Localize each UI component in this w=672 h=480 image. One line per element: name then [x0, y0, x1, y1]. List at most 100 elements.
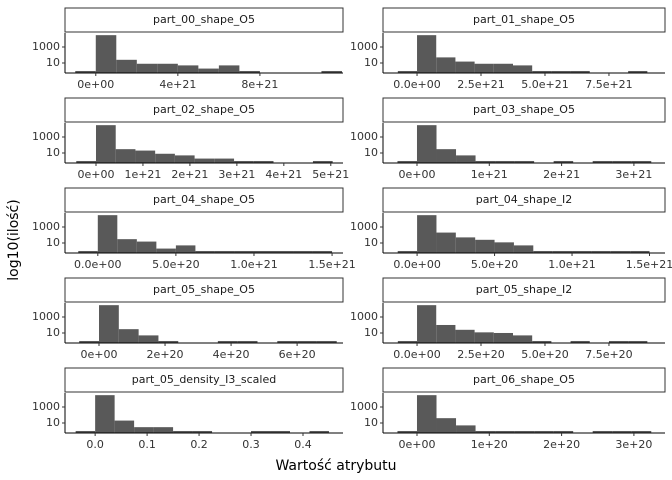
bar [475, 239, 495, 253]
x-tick-label: 0e+00 [398, 438, 435, 451]
bar [138, 335, 159, 343]
bar [95, 395, 115, 433]
bar [177, 65, 199, 73]
x-tick-label: 0.2 [190, 438, 208, 451]
bar [628, 70, 648, 73]
bar [570, 70, 590, 73]
bar [532, 70, 552, 73]
bar [316, 340, 337, 343]
bar [135, 150, 156, 163]
x-tick-label: 2.5e+20 [457, 348, 504, 361]
y-tick-label: 1000 [32, 40, 60, 53]
bar [195, 250, 215, 253]
y-tick-label: 10 [364, 416, 378, 429]
x-tick-label: 0.4 [294, 438, 312, 451]
bar [156, 248, 176, 253]
x-tick-label: 5.0e+20 [521, 348, 568, 361]
x-tick-label: 4e+20 [213, 348, 250, 361]
bar [397, 70, 418, 73]
y-tick-label: 1000 [32, 400, 60, 413]
bar [631, 430, 652, 433]
bar [297, 340, 317, 343]
bar [551, 70, 571, 73]
facet-title: part_04_shape_I2 [476, 193, 573, 206]
y-tick-label: 1000 [350, 400, 378, 413]
bar [493, 332, 513, 343]
bar [592, 430, 613, 433]
x-tick-label: 1e+21 [124, 168, 161, 181]
bar [293, 250, 313, 253]
bar [456, 425, 476, 433]
x-tick-label: 1e+21 [471, 168, 508, 181]
bar [153, 427, 174, 433]
facet-title: part_05_density_I3_scaled [132, 373, 276, 386]
x-tick-label: 0.3 [242, 438, 260, 451]
facet-strip [64, 7, 344, 33]
facet-title: part_05_shape_I2 [476, 283, 573, 296]
bar [115, 149, 136, 163]
bar [494, 242, 514, 253]
bar [610, 250, 631, 253]
y-tick-label: 1000 [350, 310, 378, 323]
x-tick-label: 2e+20 [543, 438, 580, 451]
bar [95, 35, 117, 73]
bar [155, 153, 175, 163]
bar [475, 160, 496, 163]
bar [234, 160, 254, 163]
bar [532, 340, 552, 343]
x-tick-label: 1e+20 [471, 438, 508, 451]
facet-title: part_03_shape_O5 [473, 103, 575, 116]
y-tick-label: 10 [364, 56, 378, 69]
x-tick-label: 0.0e+00 [393, 258, 440, 271]
y-tick-label: 10 [364, 326, 378, 339]
x-tick-label: 1.5e+21 [308, 258, 355, 271]
bar [136, 63, 158, 73]
bar [608, 340, 629, 343]
x-tick-label: 5.0e+20 [471, 258, 518, 271]
bar [572, 250, 592, 253]
bar [456, 155, 476, 163]
bar [417, 215, 437, 253]
bar [99, 305, 119, 343]
x-tick-label: 2e+21 [171, 168, 208, 181]
facet-title: part_00_shape_O5 [153, 13, 255, 26]
bar [417, 35, 437, 73]
facet-strip [382, 367, 666, 393]
bar [397, 430, 417, 433]
bar [495, 160, 515, 163]
facet-strip [382, 7, 666, 33]
x-tick-label: 2.5e+21 [457, 78, 504, 91]
bar [76, 160, 96, 163]
x-tick-label: 8e+21 [241, 78, 278, 91]
facet-title: part_02_shape_O5 [153, 103, 255, 116]
bar [277, 340, 298, 343]
bar [116, 59, 137, 73]
y-tick-label: 1000 [32, 310, 60, 323]
bar [436, 232, 456, 253]
y-tick-label: 10 [46, 326, 60, 339]
bar [495, 430, 515, 433]
bar [436, 418, 457, 433]
bar [436, 324, 456, 343]
bar [570, 340, 590, 343]
facet-title: part_05_shape_O5 [153, 283, 255, 296]
bar [253, 160, 274, 163]
bar [158, 340, 179, 343]
bar [175, 245, 196, 253]
y-axis-title: log10(ilość) [6, 199, 22, 280]
bar [592, 160, 613, 163]
bar [591, 250, 611, 253]
bar [397, 340, 418, 343]
bar [312, 160, 333, 163]
bar [237, 340, 258, 343]
bar [397, 250, 418, 253]
bar [533, 250, 553, 253]
bar [436, 57, 456, 73]
bar [234, 250, 254, 253]
x-tick-label: 3e+21 [218, 168, 255, 181]
x-tick-label: 0.1 [138, 438, 156, 451]
facet-strip [64, 97, 344, 123]
bar [321, 70, 342, 73]
facet-strip [64, 277, 344, 303]
x-tick-label: 0e+00 [398, 168, 435, 181]
